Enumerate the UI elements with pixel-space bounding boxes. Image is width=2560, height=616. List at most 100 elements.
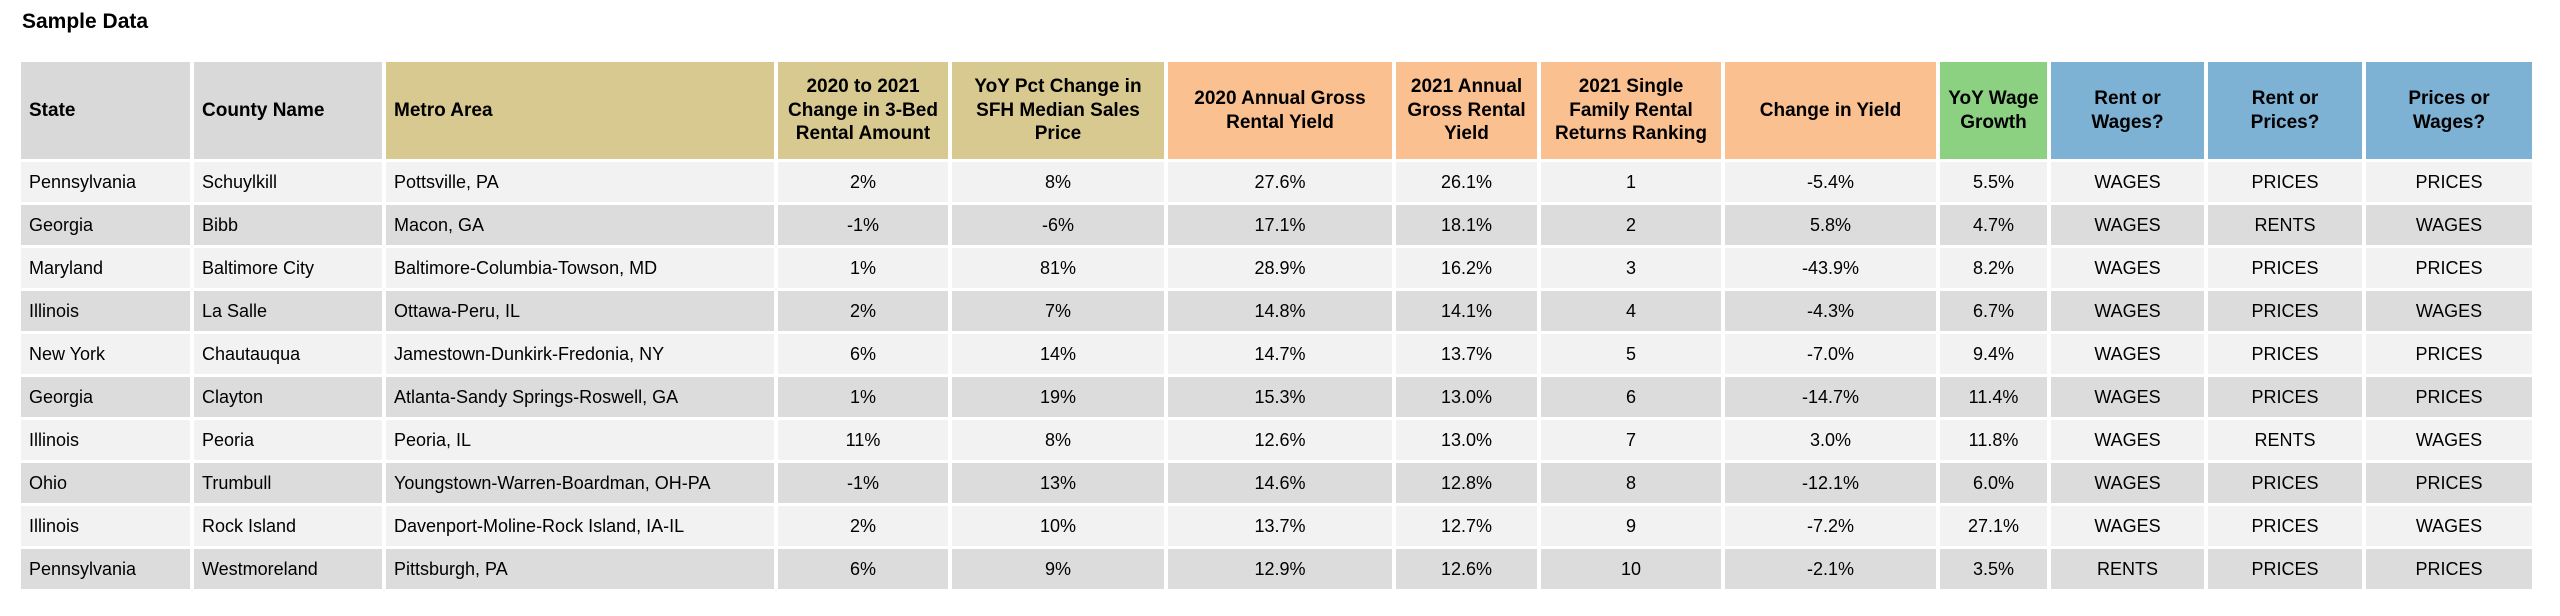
table-body: Pennsylvania Schuylkill Pottsville, PA 2% 8%… (21, 162, 2532, 589)
table-cell: 12.6% (1168, 420, 1392, 460)
table-cell: WAGES (2051, 291, 2204, 331)
table-cell: 1% (778, 248, 948, 288)
table-cell: Maryland (21, 248, 190, 288)
table-cell: 6.0% (1940, 463, 2047, 503)
table-cell: -2.1% (1725, 549, 1936, 589)
column-header: State (21, 62, 190, 159)
table-cell: -4.3% (1725, 291, 1936, 331)
page-title: Sample Data (22, 10, 149, 33)
table-cell: Rock Island (194, 506, 382, 546)
table-cell: Trumbull (194, 463, 382, 503)
table-cell: 4 (1541, 291, 1721, 331)
table-cell: -1% (778, 205, 948, 245)
table-cell: La Salle (194, 291, 382, 331)
table-row: Illinois Rock Island Davenport-Moline-Rock… (21, 506, 2532, 546)
sample-data-table: State County Name Metro Area 2020 to 2021 C… (17, 59, 2536, 592)
table-cell: Georgia (21, 377, 190, 417)
table-cell: 27.1% (1940, 506, 2047, 546)
column-header: 2021 Annual Gross Rental Yield (1396, 62, 1537, 159)
table-row: Georgia Clayton Atlanta-Sandy Springs-Rosw… (21, 377, 2532, 417)
table-cell: 14.7% (1168, 334, 1392, 374)
table-cell: Jamestown-Dunkirk-Fredonia, NY (386, 334, 774, 374)
column-header: Prices or Wages? (2366, 62, 2532, 159)
table-cell: WAGES (2051, 420, 2204, 460)
table-cell: 12.8% (1396, 463, 1537, 503)
table-cell: 28.9% (1168, 248, 1392, 288)
table-cell: Baltimore City (194, 248, 382, 288)
table-cell: WAGES (2051, 162, 2204, 202)
column-header: Metro Area (386, 62, 774, 159)
table-cell: WAGES (2051, 506, 2204, 546)
table-cell: 12.7% (1396, 506, 1537, 546)
table-cell: Illinois (21, 420, 190, 460)
table-cell: 5.8% (1725, 205, 1936, 245)
table-cell: Peoria (194, 420, 382, 460)
table-cell: Illinois (21, 291, 190, 331)
table-cell: -1% (778, 463, 948, 503)
table-cell: 5 (1541, 334, 1721, 374)
table-cell: 5.5% (1940, 162, 2047, 202)
column-header: Rent or Prices? (2208, 62, 2362, 159)
table-cell: 7% (952, 291, 1164, 331)
table-cell: 1% (778, 377, 948, 417)
table-cell: 17.1% (1168, 205, 1392, 245)
table-cell: 11% (778, 420, 948, 460)
table-cell: 2% (778, 506, 948, 546)
table-cell: 7 (1541, 420, 1721, 460)
table-row: Illinois Peoria Peoria, IL 11% 8% 12.6% 13.0% 7… (21, 420, 2532, 460)
table-cell: 13.7% (1168, 506, 1392, 546)
table-row: Pennsylvania Schuylkill Pottsville, PA 2% 8%… (21, 162, 2532, 202)
table-cell: 8% (952, 420, 1164, 460)
table-row: New York Chautauqua Jamestown-Dunkirk-Fred… (21, 334, 2532, 374)
table-row: Pennsylvania Westmoreland Pittsburgh, PA 6%… (21, 549, 2532, 589)
table-cell: 13.7% (1396, 334, 1537, 374)
table-cell: 9.4% (1940, 334, 2047, 374)
table-cell: PRICES (2366, 334, 2532, 374)
column-header: County Name (194, 62, 382, 159)
table-cell: 2 (1541, 205, 1721, 245)
table-cell: 9% (952, 549, 1164, 589)
table-cell: 6 (1541, 377, 1721, 417)
table-cell: PRICES (2208, 162, 2362, 202)
table-cell: Bibb (194, 205, 382, 245)
table-header: State County Name Metro Area 2020 to 2021 C… (21, 62, 2532, 159)
table-cell: PRICES (2366, 377, 2532, 417)
table-cell: PRICES (2208, 377, 2362, 417)
table-cell: 26.1% (1396, 162, 1537, 202)
table-cell: 10 (1541, 549, 1721, 589)
table-cell: 3.5% (1940, 549, 2047, 589)
column-header: 2021 Single Family Rental Returns Rankin… (1541, 62, 1721, 159)
table-cell: PRICES (2208, 549, 2362, 589)
table-cell: 6% (778, 334, 948, 374)
table-cell: 6.7% (1940, 291, 2047, 331)
table-cell: 14.6% (1168, 463, 1392, 503)
table-cell: 14.1% (1396, 291, 1537, 331)
table-cell: Davenport-Moline-Rock Island, IA-IL (386, 506, 774, 546)
table-cell: -12.1% (1725, 463, 1936, 503)
table-cell: Georgia (21, 205, 190, 245)
table-cell: -14.7% (1725, 377, 1936, 417)
table-row: Georgia Bibb Macon, GA -1% -6% 17.1% 18.1% 2 5.8… (21, 205, 2532, 245)
table-cell: 14.8% (1168, 291, 1392, 331)
table-cell: Westmoreland (194, 549, 382, 589)
table-cell: 3.0% (1725, 420, 1936, 460)
table-cell: 16.2% (1396, 248, 1537, 288)
table-cell: 6% (778, 549, 948, 589)
table-cell: Pittsburgh, PA (386, 549, 774, 589)
table-cell: Atlanta-Sandy Springs-Roswell, GA (386, 377, 774, 417)
table-cell: -6% (952, 205, 1164, 245)
table-cell: 8 (1541, 463, 1721, 503)
table-cell: 12.6% (1396, 549, 1537, 589)
table-cell: Clayton (194, 377, 382, 417)
table-cell: 11.4% (1940, 377, 2047, 417)
table-cell: -5.4% (1725, 162, 1936, 202)
table-cell: Pennsylvania (21, 549, 190, 589)
table-cell: Peoria, IL (386, 420, 774, 460)
column-header: Change in Yield (1725, 62, 1936, 159)
table-cell: 14% (952, 334, 1164, 374)
table-cell: 18.1% (1396, 205, 1537, 245)
table-cell: 8% (952, 162, 1164, 202)
table-cell: 11.8% (1940, 420, 2047, 460)
table-cell: 19% (952, 377, 1164, 417)
table-cell: Schuylkill (194, 162, 382, 202)
